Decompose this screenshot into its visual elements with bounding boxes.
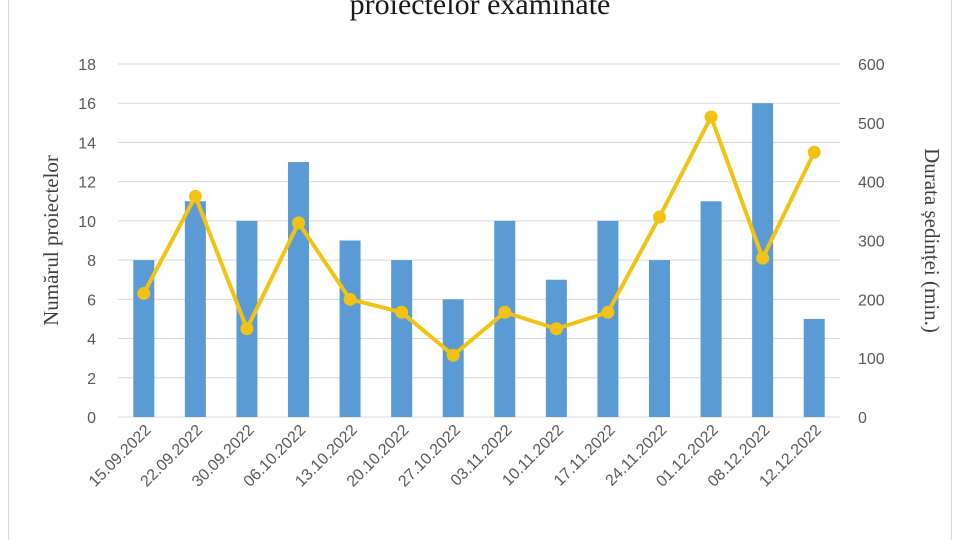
y2-tick-label: 400: [858, 175, 885, 192]
bar: [494, 220, 516, 417]
y-tick-label: 16: [78, 96, 96, 113]
line-point: [756, 251, 770, 265]
y2-tick-label: 500: [858, 116, 885, 133]
y-tick-label: 6: [87, 292, 96, 309]
line-point: [343, 292, 357, 306]
line-point: [704, 110, 718, 124]
bar: [184, 201, 206, 417]
line-point: [446, 348, 460, 362]
y-tick-label: 0: [87, 410, 96, 427]
y2-tick-label: 200: [858, 292, 885, 309]
y2-tick-label: 0: [858, 410, 867, 427]
y-tick-label: 2: [87, 371, 96, 388]
line-series: [142, 114, 817, 358]
bar: [803, 318, 825, 417]
line-point: [188, 189, 202, 203]
bar: [597, 220, 619, 417]
y2-tick-label: 100: [858, 351, 885, 368]
line-point: [292, 216, 305, 230]
bar: [391, 260, 413, 417]
line-point: [653, 210, 666, 224]
y-tick-label: 14: [78, 135, 96, 152]
y2-axis-title: Durata ședinței (min.): [920, 148, 944, 333]
y-axis-title: Numărul proiectelor: [39, 155, 63, 326]
y2-tick-label: 600: [858, 57, 885, 74]
bar: [236, 220, 258, 417]
bar: [339, 240, 361, 417]
line-point: [601, 305, 615, 319]
bar: [133, 260, 155, 417]
line-point: [137, 286, 151, 300]
y-tick-label: 18: [78, 57, 96, 74]
bar: [649, 260, 670, 417]
y-tick-label: 10: [78, 214, 96, 231]
y-tick-label: 4: [87, 332, 96, 349]
bar: [545, 279, 567, 417]
bar: [700, 201, 722, 417]
chart-frame: [8, 0, 952, 540]
y2-tick-label: 300: [858, 234, 885, 251]
line-point: [549, 322, 563, 336]
y-tick-label: 8: [87, 253, 96, 270]
chart-title: proiectelor examinate: [349, 0, 611, 21]
bar: [288, 162, 309, 417]
line-point: [498, 305, 512, 319]
y-tick-label: 12: [78, 175, 96, 192]
line-point: [395, 305, 409, 319]
line-point: [240, 322, 254, 336]
line-point: [807, 145, 821, 159]
